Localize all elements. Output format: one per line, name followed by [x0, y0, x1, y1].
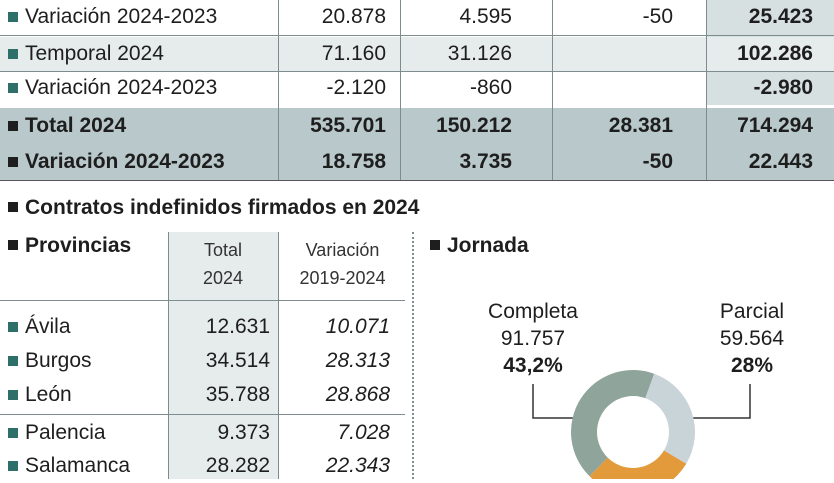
table-row: Ávila 12.631 10.071 — [0, 310, 405, 344]
completa-leader-line — [532, 384, 590, 419]
divider — [278, 232, 279, 479]
province-total: 9.373 — [217, 421, 270, 444]
province-total: 28.282 — [205, 454, 270, 477]
cell-value: 4.595 — [459, 5, 512, 28]
parcial-leader-line — [688, 384, 751, 419]
province-name: Palencia — [25, 421, 106, 444]
province-variation: 10.071 — [325, 315, 390, 338]
province-variation: 28.313 — [325, 349, 390, 372]
bullet-square-icon — [430, 240, 440, 250]
table-row: Palencia 9.373 7.028 — [0, 416, 405, 450]
bullet-square-icon — [8, 390, 18, 400]
table-row: Temporal 2024 71.160 31.126 102.286 — [0, 37, 834, 71]
divider — [0, 300, 405, 301]
cell-value: 28.381 — [608, 114, 673, 137]
divider — [552, 0, 553, 180]
parcial-label: Parcial 59.564 28% — [719, 300, 785, 377]
row-label: Temporal 2024 — [25, 42, 164, 65]
donut-hole — [597, 396, 669, 468]
province-name: Burgos — [25, 349, 92, 372]
bullet-square-icon — [8, 356, 18, 366]
divider — [400, 0, 401, 180]
bullet-square-icon — [8, 12, 18, 22]
row-label: Variación 2024-2023 — [25, 150, 225, 173]
bullet-square-icon — [8, 322, 18, 332]
province-variation: 7.028 — [337, 421, 390, 444]
column-header-variation: Variación 2019-2024 — [299, 240, 386, 288]
cell-total: 102.286 — [737, 42, 813, 65]
table-row: León 35.788 28.868 — [0, 378, 405, 412]
divider — [278, 0, 279, 180]
cell-value: 3.735 — [459, 150, 512, 173]
province-variation: 28.868 — [325, 383, 390, 406]
cell-value: -860 — [469, 76, 512, 99]
table-row: Salamanca 28.282 22.343 — [0, 449, 405, 483]
bullet-square-icon — [8, 157, 18, 167]
divider — [0, 35, 834, 36]
cell-value: 71.160 — [321, 42, 386, 65]
row-label: Total 2024 — [25, 114, 127, 137]
bullet-square-icon — [8, 240, 18, 250]
completa-label: Completa 91.757 43,2% — [488, 300, 578, 377]
province-total: 35.788 — [205, 383, 270, 406]
province-name: Ávila — [25, 315, 71, 338]
bullet-square-icon — [8, 461, 18, 471]
table-row: Burgos 34.514 28.313 — [0, 344, 405, 378]
cell-value: 535.701 — [310, 114, 386, 137]
column-header-total: Total 2024 — [202, 240, 244, 288]
bullet-square-icon — [8, 49, 18, 59]
divider — [0, 414, 405, 415]
row-label: Variación 2024-2023 — [25, 76, 218, 99]
bullet-square-icon — [8, 83, 18, 93]
table-row-total: Total 2024 535.701 150.212 28.381 714.29… — [0, 108, 834, 180]
jornada-title: Jornada — [430, 234, 529, 258]
bullet-square-icon — [8, 202, 18, 212]
province-variation: 22.343 — [325, 454, 390, 477]
cell-total: 22.443 — [748, 150, 813, 173]
cell-value: -2.120 — [326, 76, 386, 99]
bullet-square-icon — [8, 121, 18, 131]
bullet-square-icon — [8, 428, 18, 438]
cell-value: 150.212 — [436, 114, 512, 137]
province-name: Salamanca — [25, 454, 131, 477]
cell-value: 20.878 — [321, 5, 386, 28]
cell-total: 714.294 — [737, 114, 813, 137]
divider — [706, 0, 707, 180]
cell-total: -2.980 — [753, 76, 813, 99]
provinces-header: Provincias — [8, 234, 131, 258]
section-title: Contratos indefinidos firmados en 2024 — [8, 196, 419, 220]
province-name: León — [25, 383, 72, 406]
province-total: 12.631 — [205, 315, 270, 338]
divider — [168, 232, 169, 479]
cell-total: 25.423 — [748, 5, 813, 28]
cell-value: -50 — [642, 5, 673, 28]
cell-value: 18.758 — [321, 150, 386, 173]
dotted-divider — [412, 232, 414, 479]
cell-value: -50 — [642, 150, 673, 173]
table-row: Variación 2024-2023 20.878 4.595 -50 25.… — [0, 0, 834, 34]
total-column-shade — [168, 232, 278, 479]
cell-value: 31.126 — [447, 42, 512, 65]
province-total: 34.514 — [205, 349, 270, 372]
divider — [0, 180, 834, 181]
row-label: Variación 2024-2023 — [25, 5, 218, 28]
table-row: Variación 2024-2023 -2.120 -860 -2.980 — [0, 71, 834, 105]
divider — [0, 71, 834, 72]
